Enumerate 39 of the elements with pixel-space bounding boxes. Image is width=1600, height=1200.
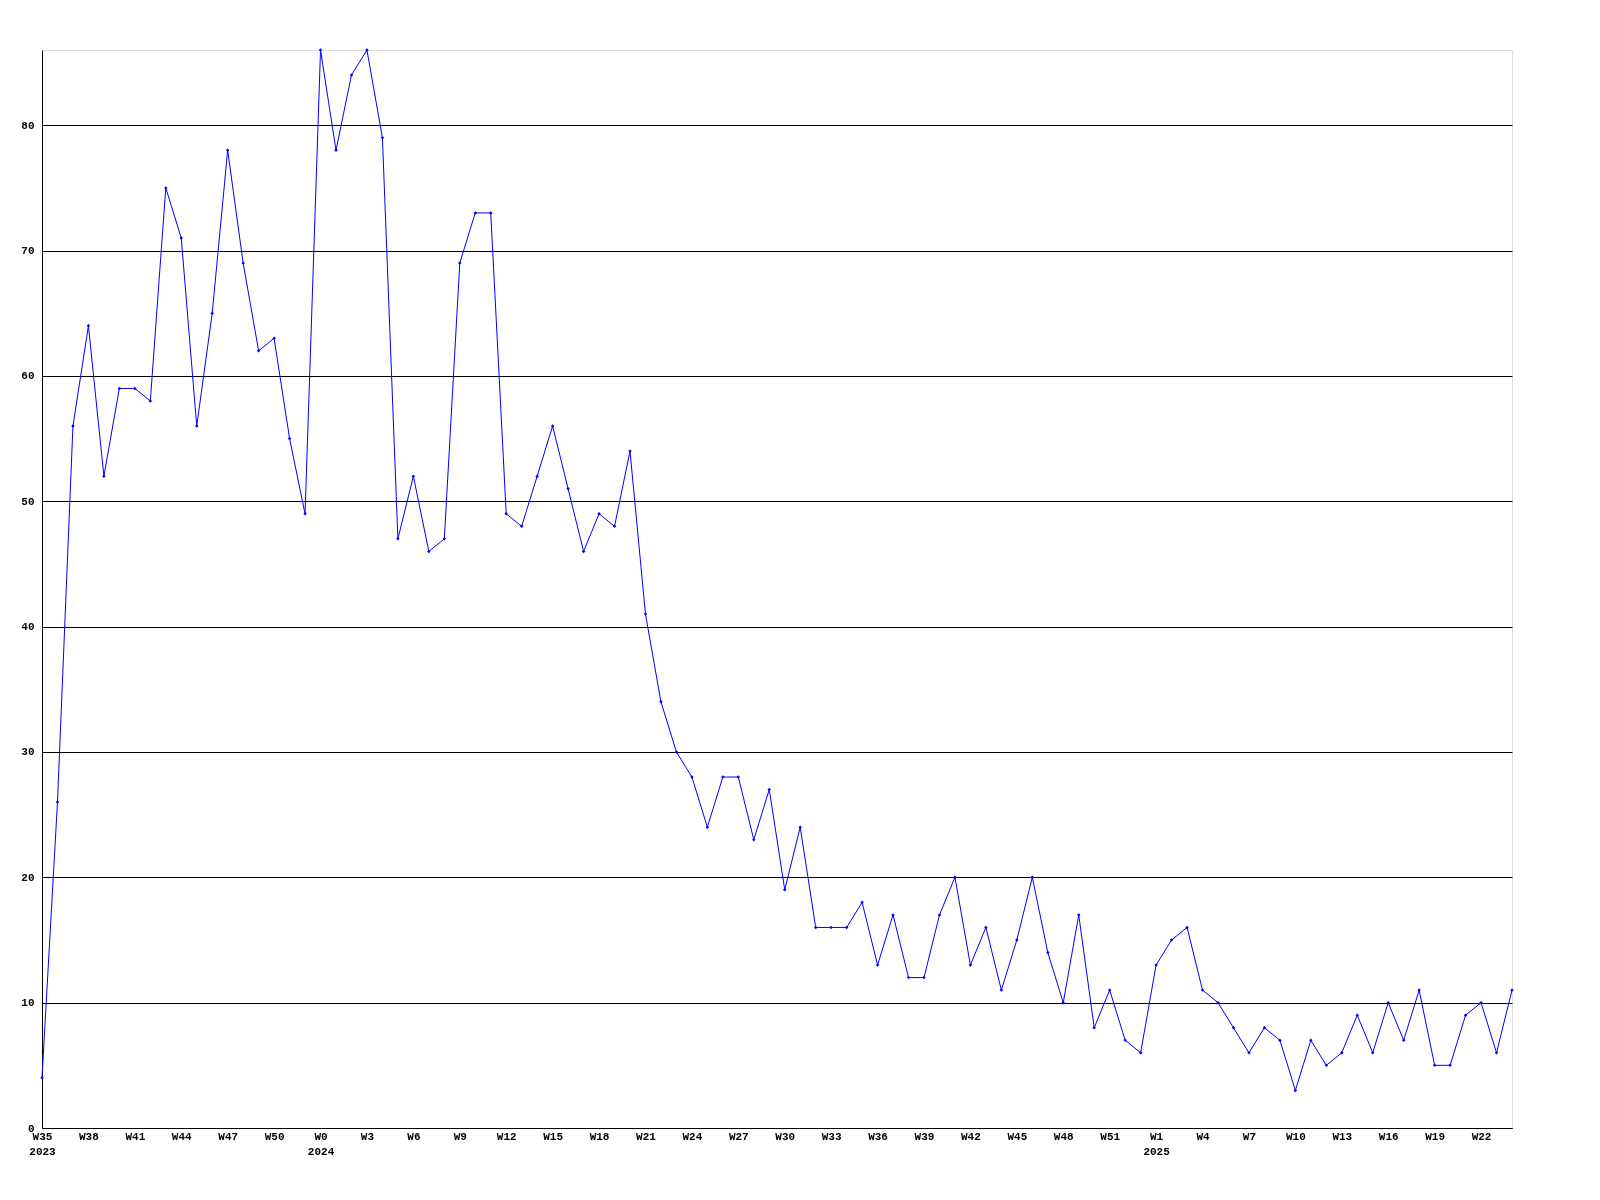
x-tick-label: W44 [171, 1130, 193, 1143]
x-tick-label: W45 [1007, 1130, 1028, 1143]
x-tick-label: W47 [218, 1130, 239, 1143]
x-tick-label: W51 [1100, 1130, 1121, 1143]
x-tick-label: W30 [775, 1130, 796, 1143]
x-tick-label: W18 [589, 1130, 610, 1143]
x-tick-label: W12 [496, 1130, 517, 1143]
x-tick-label: W27 [728, 1130, 749, 1143]
y-tick-label: 20 [21, 871, 35, 884]
x-tick-label: W3 [360, 1130, 375, 1143]
x-tick-label: W0 2024 [307, 1130, 335, 1158]
y-tick-label: 80 [21, 119, 35, 132]
x-tick-label: W1 2025 [1143, 1130, 1171, 1158]
x-tick-label: W21 [636, 1130, 657, 1143]
y-tick-label: 70 [21, 245, 35, 258]
y-tick-label: 50 [21, 495, 35, 508]
x-tick-label: W4 [1196, 1130, 1211, 1143]
y-tick-label: 30 [21, 746, 35, 759]
x-tick-label: W7 [1242, 1130, 1257, 1143]
x-tick-label: W6 [407, 1130, 421, 1143]
x-tick-label: W9 [453, 1130, 467, 1143]
x-tick-label: W41 [125, 1130, 146, 1143]
x-tick-label: W36 [868, 1130, 888, 1143]
x-tick-label: W38 [79, 1130, 100, 1143]
x-tick-label: W50 [264, 1130, 285, 1143]
x-tick-label: W33 [821, 1130, 842, 1143]
x-tick-label: W13 [1332, 1130, 1353, 1143]
x-tick-label: W16 [1378, 1130, 1399, 1143]
x-tick-label: W22 [1471, 1130, 1492, 1143]
x-tick-label: W48 [1053, 1130, 1075, 1143]
y-tick-label: 10 [21, 997, 35, 1010]
x-tick-label: W15 [543, 1130, 564, 1143]
x-tick-label: W24 [682, 1130, 703, 1143]
x-tick-label: W19 [1425, 1130, 1446, 1143]
y-tick-label: 60 [21, 370, 35, 383]
x-tick-label: W10 [1285, 1130, 1306, 1143]
x-tick-label: W39 [914, 1130, 935, 1143]
x-tick-label: W42 [961, 1130, 981, 1143]
y-tick-label: 40 [21, 621, 35, 634]
